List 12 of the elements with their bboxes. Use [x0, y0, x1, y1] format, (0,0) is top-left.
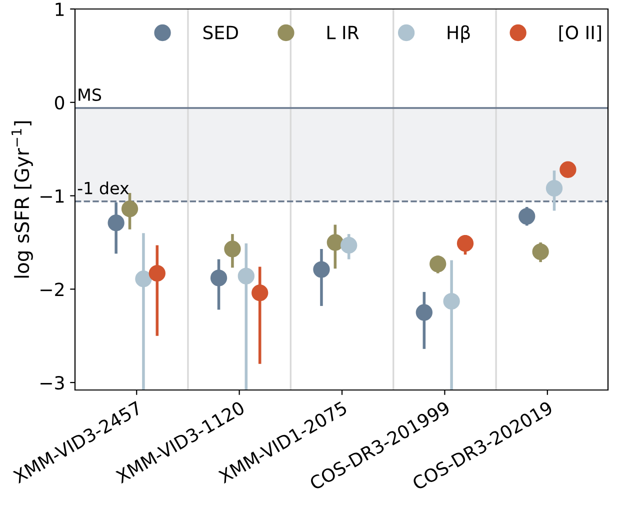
ref-line-label: MS — [78, 88, 102, 102]
ref-line-label: -1 dex — [78, 182, 129, 194]
y-tick-label: 0 — [54, 96, 64, 110]
legend-label: Hβ — [448, 25, 470, 43]
legend-label: [O II] — [559, 25, 601, 42]
y-tick-label: −2 — [40, 282, 64, 296]
legend-label: L IR — [327, 26, 359, 40]
y-tick-label: 1 — [56, 2, 64, 16]
y-tick-label: −1 — [40, 189, 64, 203]
y-tick-label: −3 — [40, 376, 64, 390]
y-axis-title: log sSFR [Gyr$^{−1}$] — [12, 121, 33, 278]
legend-label: SED — [203, 26, 238, 40]
